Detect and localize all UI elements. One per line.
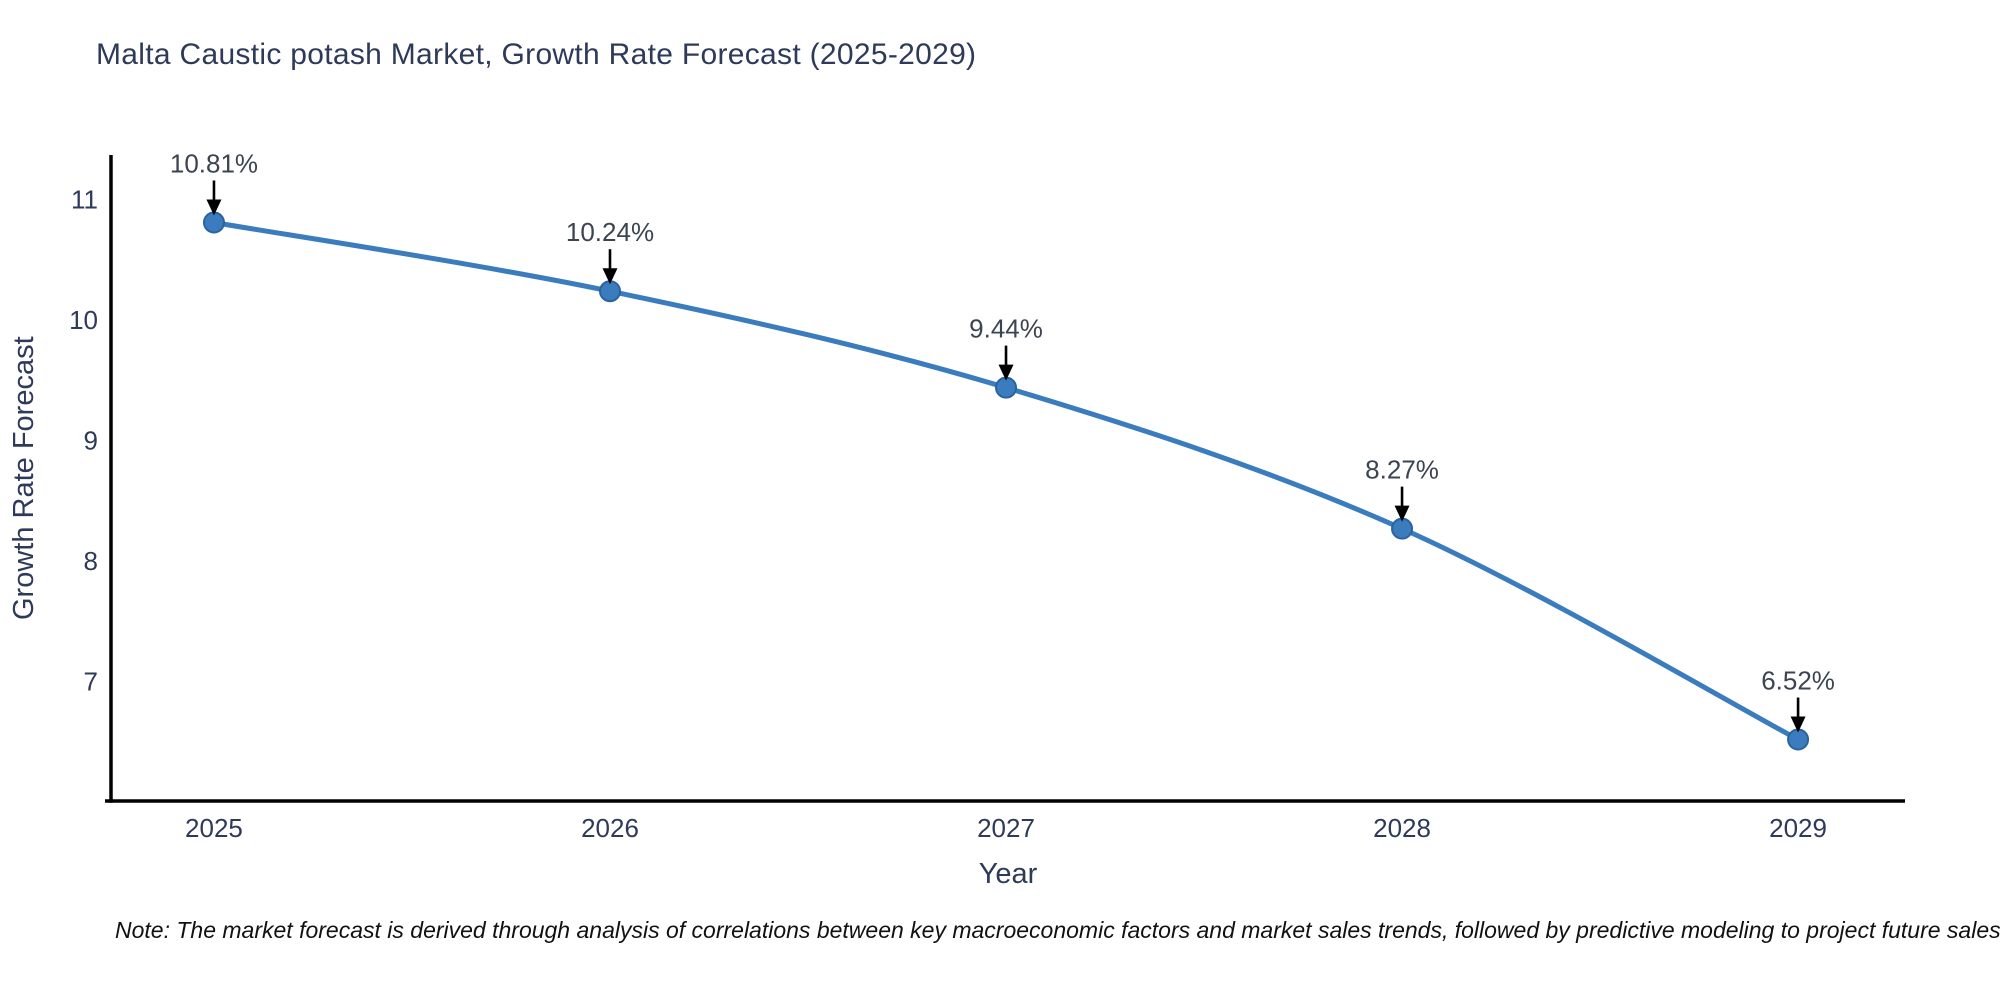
y-tick-label-11: 11 xyxy=(71,185,98,215)
annotation-arrowhead-2029 xyxy=(1790,716,1806,733)
point-label-2025: 10.81% xyxy=(170,148,258,178)
point-label-2027: 9.44% xyxy=(969,314,1043,344)
chart-footnote: Note: The market forecast is derived thr… xyxy=(115,917,2000,943)
x-tick-label-2029: 2029 xyxy=(1769,813,1827,843)
point-label-2028: 8.27% xyxy=(1365,455,1439,485)
forecast-line xyxy=(211,219,1801,742)
y-tick-label-7: 7 xyxy=(84,667,98,697)
annotation-arrowhead-2027 xyxy=(998,364,1014,381)
annotation-arrowhead-2025 xyxy=(206,199,222,216)
chart-title: Malta Caustic potash Market, Growth Rate… xyxy=(96,38,977,71)
point-label-2026: 10.24% xyxy=(566,217,654,247)
annotation-arrowhead-2028 xyxy=(1394,505,1410,522)
x-axis-title: Year xyxy=(978,858,1038,890)
x-tick-label-2028: 2028 xyxy=(1373,813,1431,843)
point-label-2029: 6.52% xyxy=(1761,666,1835,696)
annotation-arrowhead-2026 xyxy=(602,268,618,285)
x-tick-label-2026: 2026 xyxy=(581,813,639,843)
y-axis-title: Growth Rate Forecast xyxy=(8,336,40,620)
x-tick-label-2025: 2025 xyxy=(185,813,243,843)
y-tick-label-8: 8 xyxy=(84,546,98,576)
y-tick-label-9: 9 xyxy=(84,426,98,456)
y-tick-label-10: 10 xyxy=(69,305,98,335)
x-tick-label-2027: 2027 xyxy=(977,813,1035,843)
